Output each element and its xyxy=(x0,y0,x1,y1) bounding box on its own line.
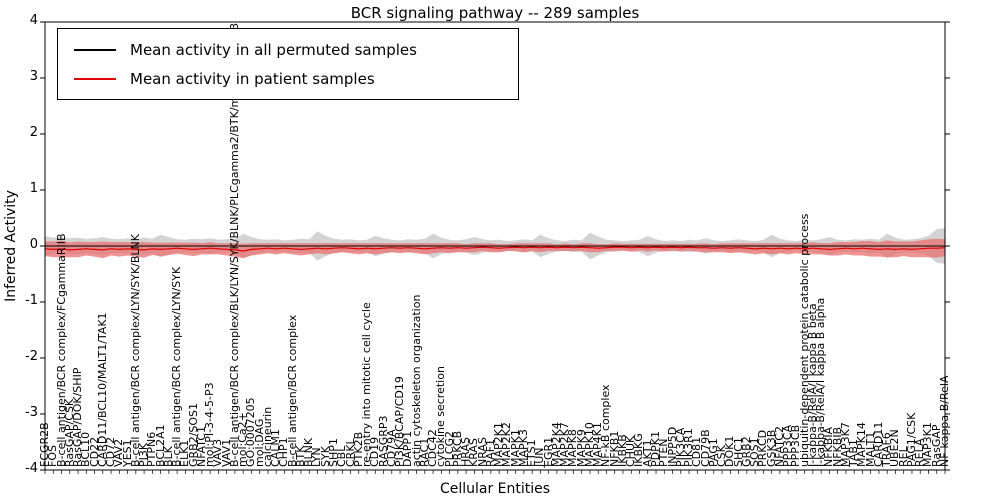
legend-label-patient: Mean activity in patient samples xyxy=(130,69,375,88)
patient-mean-line xyxy=(44,246,946,252)
legend-entry-permuted: Mean activity in all permuted samples xyxy=(58,35,518,64)
patient-line-swatch xyxy=(74,77,116,80)
y-axis-label: Inferred Activity xyxy=(3,190,19,302)
permuted-line-swatch xyxy=(74,48,116,51)
legend: Mean activity in all permuted samples Me… xyxy=(57,28,519,100)
x-axis-label: Cellular Entities xyxy=(439,481,551,497)
legend-label-permuted: Mean activity in all permuted samples xyxy=(130,40,417,59)
legend-entry-patient: Mean activity in patient samples xyxy=(58,64,518,93)
chart-title: BCR signaling pathway -- 289 samples xyxy=(350,4,640,22)
